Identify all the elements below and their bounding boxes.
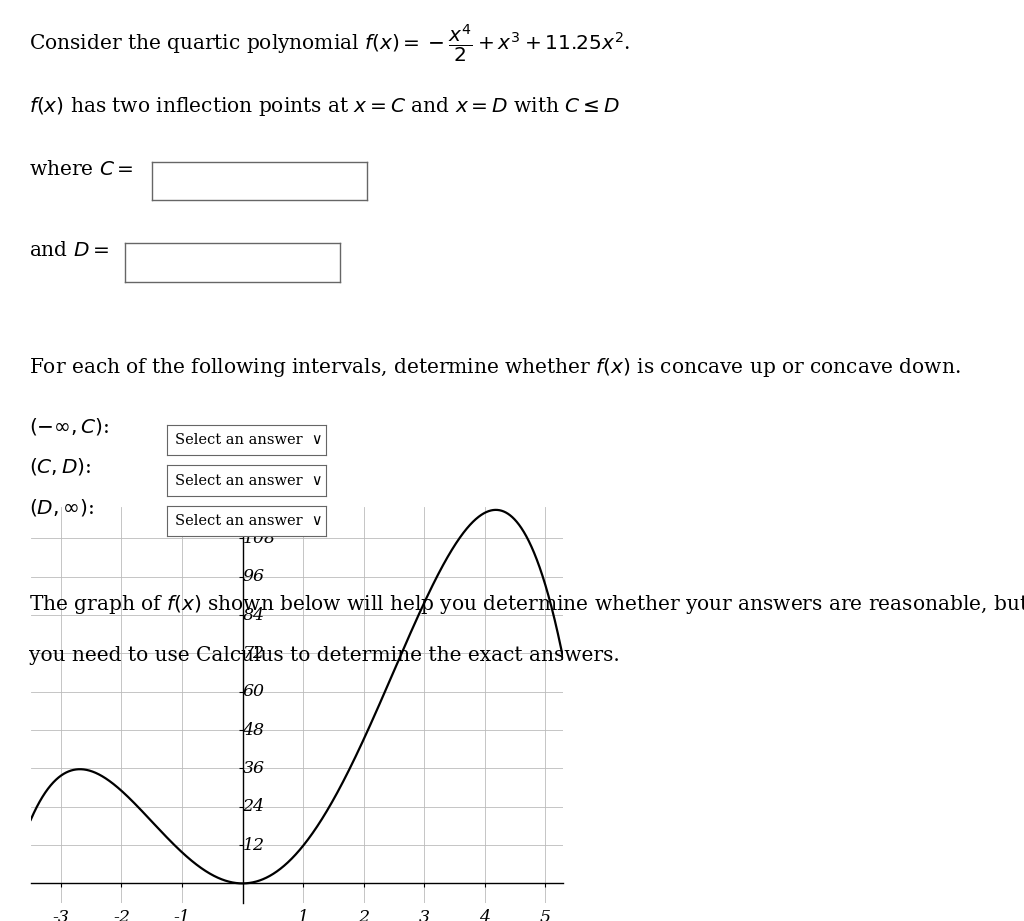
Text: $(D, \infty)$:: $(D, \infty)$:	[29, 497, 94, 519]
Text: 1: 1	[298, 909, 308, 921]
Text: $f(x)$ has two inflection points at $x = C$ and $x = D$ with $C \leq D$: $f(x)$ has two inflection points at $x =…	[29, 95, 620, 118]
Text: 48: 48	[243, 722, 264, 739]
Text: $(-\infty, C)$:: $(-\infty, C)$:	[29, 415, 110, 437]
Text: 4: 4	[479, 909, 490, 921]
Text: Select an answer  ∨: Select an answer ∨	[175, 473, 323, 487]
Text: you need to use Calculus to determine the exact answers.: you need to use Calculus to determine th…	[29, 646, 620, 665]
Text: Select an answer  ∨: Select an answer ∨	[175, 514, 323, 529]
Text: The graph of $f(x)$ shown below will help you determine whether your answers are: The graph of $f(x)$ shown below will hel…	[29, 593, 1024, 616]
Text: where $C =$: where $C =$	[29, 159, 133, 179]
Text: 96: 96	[243, 568, 264, 586]
Text: 24: 24	[243, 799, 264, 815]
Text: 2: 2	[358, 909, 369, 921]
Text: For each of the following intervals, determine whether $f(x)$ is concave up or c: For each of the following intervals, det…	[29, 356, 961, 379]
Text: Consider the quartic polynomial $f(x) = -\dfrac{x^4}{2} + x^3 + 11.25x^2$.: Consider the quartic polynomial $f(x) = …	[29, 23, 630, 65]
Text: 60: 60	[243, 683, 264, 700]
Text: 3: 3	[419, 909, 429, 921]
Text: 5: 5	[540, 909, 551, 921]
Text: 72: 72	[243, 645, 264, 662]
Text: -1: -1	[173, 909, 190, 921]
Text: 108: 108	[243, 530, 275, 547]
Text: 12: 12	[243, 836, 264, 854]
Text: -2: -2	[113, 909, 130, 921]
Text: -3: -3	[52, 909, 70, 921]
Text: 36: 36	[243, 760, 264, 777]
Text: Select an answer  ∨: Select an answer ∨	[175, 433, 323, 447]
Text: 84: 84	[243, 607, 264, 624]
Text: $(C, D)$:: $(C, D)$:	[29, 457, 91, 477]
Text: and $D =$: and $D =$	[29, 241, 110, 260]
